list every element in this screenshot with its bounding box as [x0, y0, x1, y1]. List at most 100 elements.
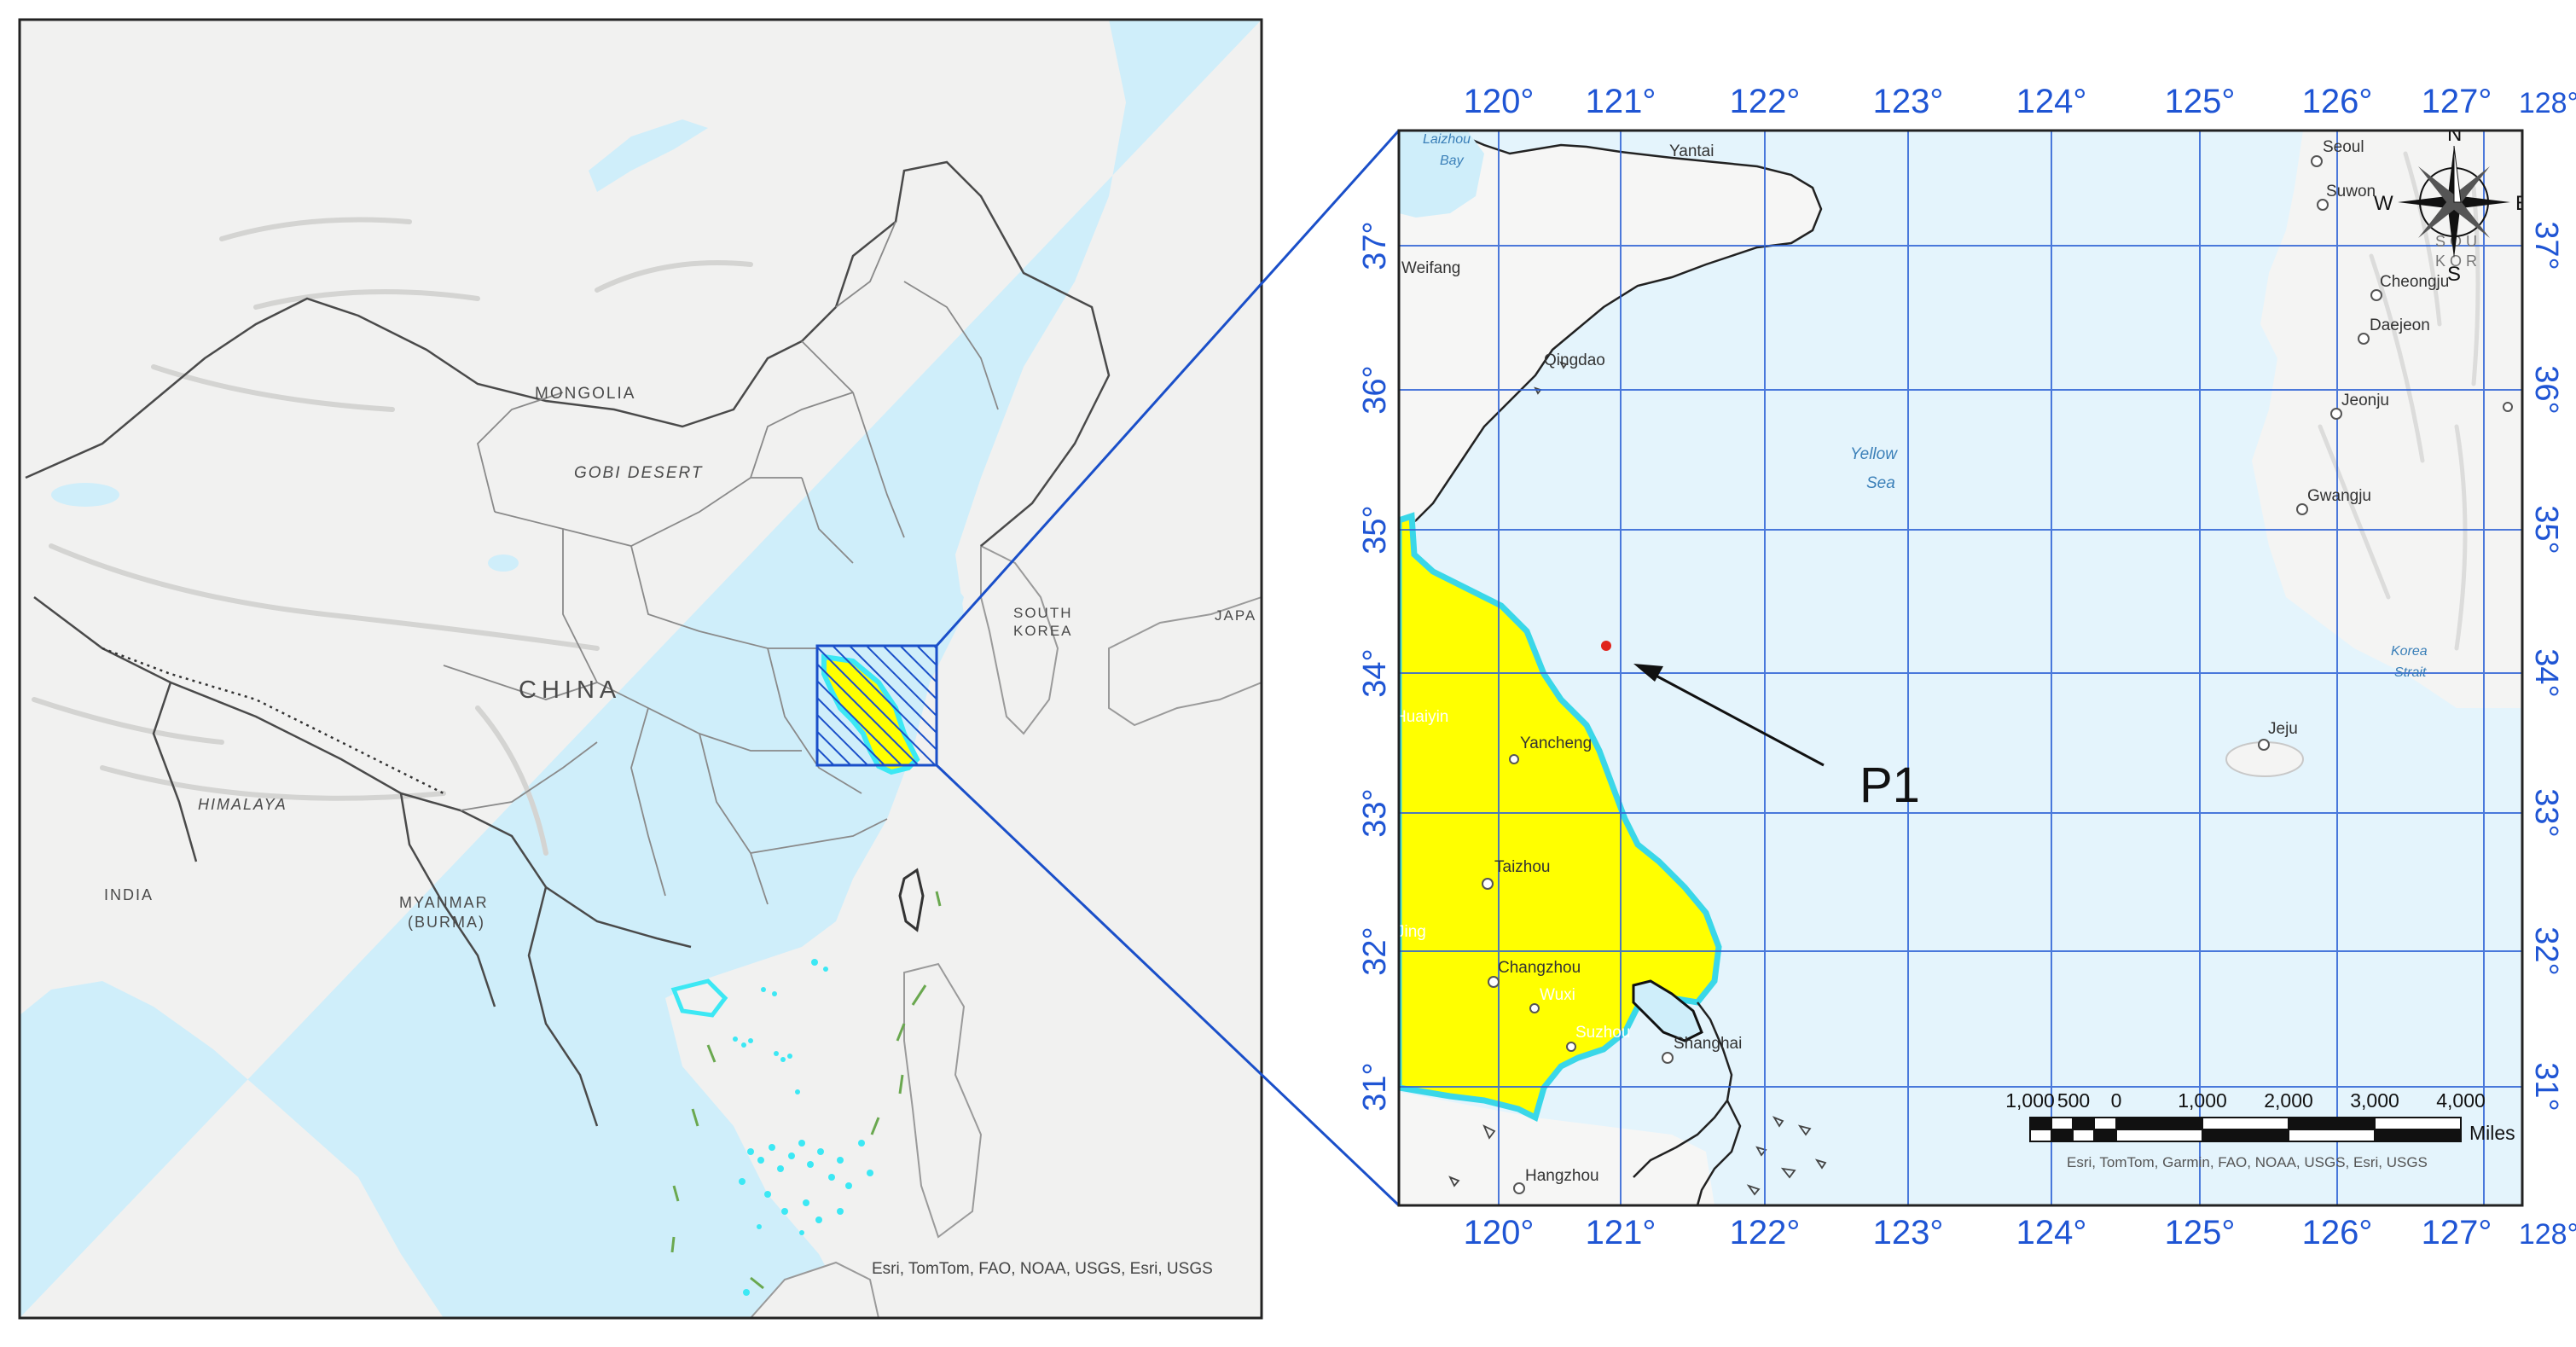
label-himalaya: HIMALAYA — [198, 796, 287, 813]
compass-w: W — [2374, 192, 2393, 215]
overview-philippines — [903, 962, 983, 1239]
lon-top-127: 127° — [2422, 83, 2492, 120]
overview-sea — [20, 20, 1262, 1318]
label-shanghai: Shanghai — [1674, 1035, 1742, 1053]
overview-frame — [18, 18, 1263, 1320]
detail-map: Laizhou Bay Yantai Weifang Qingdao Yello… — [1357, 83, 2576, 1251]
marker-shanghai — [1662, 1052, 1674, 1064]
label-japan: JAPA — [1215, 607, 1256, 624]
marker-east-korea — [2503, 402, 2513, 412]
lon-top-126: 126° — [2302, 83, 2373, 120]
overview-korea-land — [980, 544, 1059, 735]
lat-right-36: 36° — [2528, 365, 2564, 414]
overview-lake-balkhash — [51, 483, 119, 507]
marker-wuxi — [1529, 1003, 1540, 1013]
label-huaiyin: Huaiyin — [1395, 708, 1448, 726]
lon-top-121: 121° — [1586, 83, 1656, 120]
p1-label: P1 — [1859, 758, 1920, 813]
latitude-labels-right: 37° 36° 35° 34° 33° 32° 31° — [2528, 221, 2564, 1111]
label-changzhou: Changzhou — [1498, 959, 1581, 977]
lat-left-35: 35° — [1357, 505, 1393, 554]
p1-point — [1601, 641, 1611, 651]
label-jeju: Jeju — [2268, 720, 2298, 738]
marker-suzhou — [1566, 1042, 1576, 1052]
latitude-labels-left: 37° 36° 35° 34° 33° 32° 31° — [1357, 221, 1393, 1111]
label-wuxi: Wuxi — [1540, 986, 1575, 1004]
lon-top-123: 123° — [1873, 83, 1944, 120]
label-sea: Sea — [1866, 474, 1895, 492]
marker-taizhou — [1482, 878, 1494, 890]
label-yellow: Yellow — [1850, 445, 1898, 463]
detail-attribution: Esri, TomTom, Garmin, FAO, NOAA, USGS, E… — [2067, 1154, 2428, 1170]
lon-bottom-120: 120° — [1464, 1214, 1535, 1251]
overview-hainan — [670, 978, 728, 1018]
label-india: INDIA — [104, 886, 154, 903]
marker-yancheng — [1509, 754, 1519, 764]
overview-labels: MONGOLIA GOBI DESERT CHINA SOUTH KOREA J… — [104, 385, 1256, 931]
detail-frame — [1397, 129, 2524, 1207]
detail-korea — [2252, 131, 2522, 708]
marker-daejeon — [2358, 333, 2370, 345]
p1-annotation: P1 — [1601, 641, 1920, 813]
overview-lake-qinghai — [488, 554, 519, 572]
lon-bottom-127: 127° — [2422, 1214, 2492, 1251]
scale-tick-1000: 1,000 — [2178, 1089, 2227, 1112]
lon-bottom-126: 126° — [2302, 1214, 2373, 1251]
overview-relief — [32, 217, 753, 856]
label-south: SOUTH — [1013, 605, 1073, 621]
longitude-labels-bottom: 120° 121° 122° 123° 124° 125° 126° 127° … — [1464, 1214, 2576, 1251]
compass-rose: N S E W — [2374, 131, 2529, 286]
lat-left-37: 37° — [1357, 221, 1393, 270]
marker-hangzhou — [1513, 1182, 1525, 1194]
label-weifang: Weifang — [1401, 259, 1460, 277]
lon-bottom-125: 125° — [2165, 1214, 2236, 1251]
overview-japan-land — [1108, 595, 1262, 727]
scale-bar: 1,000 500 0 1,000 2,000 3,000 4,000 — [2005, 1089, 2515, 1144]
detail-laizhou-bay — [1399, 131, 1484, 218]
overview-attribution: Esri, TomTom, FAO, NOAA, USGS, Esri, USG… — [872, 1260, 1213, 1278]
lon-top-128: 128° — [2519, 87, 2576, 119]
overview-province-borders — [443, 221, 999, 905]
scale-bar-ticks: 1,000 500 0 1,000 2,000 3,000 4,000 — [2005, 1089, 2486, 1112]
detail-mainland — [1399, 512, 1714, 1205]
marker-seoul — [2311, 155, 2323, 167]
scale-tick-3000: 3,000 — [2350, 1089, 2399, 1112]
label-seoul: Seoul — [2323, 138, 2364, 156]
lon-bottom-128: 128° — [2519, 1218, 2576, 1251]
label-kor: KOR — [2435, 253, 2481, 270]
lat-right-32: 32° — [2528, 926, 2564, 975]
scale-tick-4000: 4,000 — [2436, 1089, 2486, 1112]
inset-connector-lines — [935, 129, 1401, 1207]
label-jeonju: Jeonju — [2341, 392, 2389, 409]
label-jiangyin: Jing — [1396, 923, 1426, 941]
label-gobi-desert: GOBI DESERT — [574, 464, 704, 482]
marker-cheongju — [2370, 289, 2382, 301]
label-suwon: Suwon — [2326, 183, 2376, 200]
detail-place-markers — [1482, 155, 2513, 1194]
overview-taiwan — [898, 868, 925, 932]
overview-highlight-box — [815, 644, 938, 767]
lon-top-124: 124° — [2016, 83, 2087, 120]
lat-left-36: 36° — [1357, 365, 1393, 414]
lat-right-37: 37° — [2528, 221, 2564, 270]
label-korea: Korea — [2391, 644, 2428, 659]
detail-shandong — [1399, 131, 1823, 531]
overview-map: MONGOLIA GOBI DESERT CHINA SOUTH KOREA J… — [18, 18, 1263, 1320]
label-laizhou: Laizhou — [1423, 132, 1471, 147]
scale-tick-2000: 2,000 — [2264, 1089, 2313, 1112]
detail-place-labels: Laizhou Bay Yantai Weifang Qingdao Yello… — [1395, 132, 2481, 1185]
label-daejeon: Daejeon — [2370, 316, 2430, 334]
label-taizhou: Taizhou — [1494, 858, 1551, 876]
label-yantai: Yantai — [1669, 142, 1714, 160]
lon-top-125: 125° — [2165, 83, 2236, 120]
label-mongolia: MONGOLIA — [535, 385, 635, 403]
label-burma: (BURMA) — [408, 914, 485, 931]
label-myanmar: MYANMAR — [399, 894, 489, 911]
marker-jeonju — [2330, 408, 2342, 420]
marker-suwon — [2317, 199, 2329, 211]
detail-korea-relief — [2318, 151, 2480, 651]
overview-dash-line — [670, 891, 942, 1290]
label-gwangju: Gwangju — [2307, 487, 2371, 505]
compass-e: E — [2515, 192, 2529, 215]
